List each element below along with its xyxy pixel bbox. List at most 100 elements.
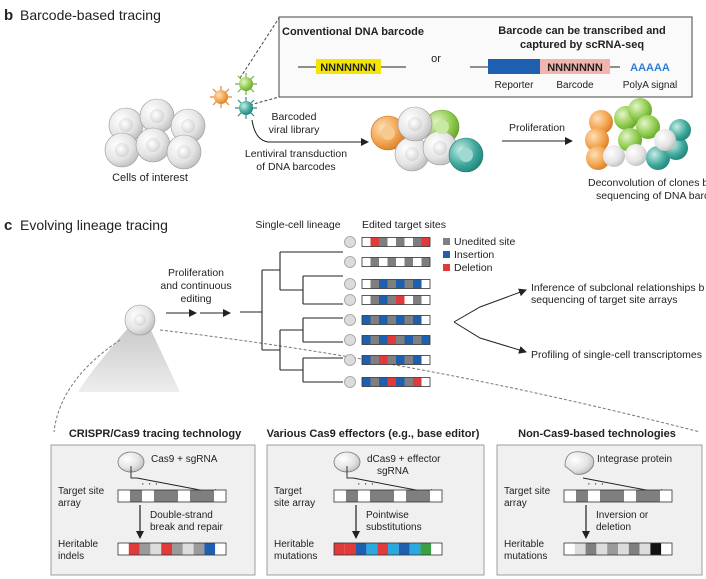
- target-site-array-outline: [361, 257, 431, 267]
- transduction-arrow: [251, 119, 369, 146]
- mutated-site: [574, 543, 586, 555]
- barcoded-cells-cluster: [370, 106, 484, 173]
- barcode-label: Barcode: [556, 80, 594, 91]
- protein-label-line2: sgRNA: [377, 466, 409, 477]
- target-site-array-outline: [361, 237, 431, 247]
- input-target-site-array: [563, 489, 673, 503]
- mutated-site: [628, 543, 640, 555]
- inference-arrow: [453, 288, 527, 323]
- polya-label: PolyA signal: [623, 80, 677, 91]
- target-site-cell: [396, 335, 405, 345]
- panel-c-letter: c: [4, 217, 12, 234]
- subpanel-1-title: CRISPR/Cas9 tracing technology: [69, 428, 242, 440]
- target-site-cell: [387, 335, 396, 345]
- output-array-outline: [117, 542, 227, 556]
- array-label-line2: site array: [274, 498, 315, 509]
- outcome-label-line2: mutations: [504, 551, 547, 562]
- subpanel-content: Cas9 + sgRNA· · ·Target sitearrayDouble-…: [58, 451, 673, 562]
- panel-b-title: Barcode-based tracing: [20, 7, 161, 23]
- target-site-cell: [362, 335, 371, 345]
- protein-label-line1: Cas9 + sgRNA: [151, 454, 218, 465]
- mutated-site: [398, 543, 410, 555]
- mutated-site: [420, 543, 432, 555]
- mutated-site: [388, 543, 399, 555]
- array-site: [394, 490, 406, 502]
- array-site: [214, 490, 226, 502]
- target-site-cell: [413, 279, 422, 289]
- mutated-site: [215, 543, 226, 555]
- target-site-array-outline: [361, 335, 431, 345]
- target-site-array-row: [361, 355, 431, 365]
- virus-orange-icon: [210, 86, 232, 108]
- mutated-site: [366, 543, 378, 555]
- inset-dashed-line-top: [239, 17, 280, 79]
- array-site: [430, 490, 442, 502]
- array-site: [624, 490, 636, 502]
- target-site-cell: [396, 315, 405, 325]
- target-site-array-outline: [361, 279, 431, 289]
- mutated-site: [585, 543, 597, 555]
- proliferated-clones-cluster: [585, 98, 691, 170]
- input-target-site-array: [333, 489, 443, 503]
- conventional-barcode-seq: NNNNNNN: [320, 62, 376, 74]
- target-site-cell: [396, 257, 405, 267]
- target-site-cell: [413, 257, 422, 267]
- target-site-cell: [387, 257, 396, 267]
- legend-swatch-insertion: [443, 251, 450, 258]
- target-site-array-row: [361, 295, 431, 305]
- mutated-site: [431, 543, 442, 555]
- deconvolution-label-line2: sequencing of DNA barcodes: [596, 190, 706, 202]
- cells-of-interest-label: Cells of interest: [112, 172, 188, 184]
- inference-label-line2: sequencing of target site arrays: [531, 294, 678, 306]
- mutated-site: [650, 543, 662, 555]
- legend-label-insertion: Insertion: [454, 249, 494, 261]
- target-site-cell: [387, 279, 396, 289]
- array-site: [166, 490, 178, 502]
- target-site-cell: [413, 295, 422, 305]
- target-site-cell: [404, 295, 413, 305]
- target-site-array-row: [361, 335, 431, 345]
- leaf-cell: [344, 334, 356, 346]
- leaf-cell: [344, 278, 356, 290]
- sgrna-icon: [130, 466, 137, 479]
- array-site: [202, 490, 214, 502]
- target-site-cell: [387, 295, 396, 305]
- target-site-cell: [421, 257, 430, 267]
- mutated-site: [344, 543, 356, 555]
- mutated-target-site-array: [563, 542, 673, 556]
- array-site: [648, 490, 660, 502]
- target-site-cell: [396, 237, 405, 247]
- ellipsis-dots: · · ·: [587, 478, 604, 490]
- leaf-cell: [344, 294, 356, 306]
- outcome-label-line1: Heritable: [504, 539, 544, 550]
- array-site: [612, 490, 624, 502]
- target-site-cell: [362, 315, 371, 325]
- transcribed-label-line2: captured by scRNA-seq: [520, 39, 644, 51]
- viral-label-line2: viral library: [269, 124, 321, 136]
- target-site-cell: [413, 355, 422, 365]
- mutated-target-site-array: [333, 542, 443, 556]
- cone-shading: [78, 328, 180, 392]
- array-site: [576, 490, 588, 502]
- mutated-site: [334, 543, 345, 555]
- ellipsis-dots: · · ·: [357, 478, 374, 490]
- profiling-arrow: [453, 321, 527, 354]
- input-array-outline: [117, 489, 227, 503]
- target-site-cell: [370, 377, 379, 387]
- target-site-cell: [387, 355, 396, 365]
- target-site-cell: [413, 335, 422, 345]
- target-site-cell: [379, 237, 388, 247]
- mutated-site: [150, 543, 162, 555]
- array-site: [178, 490, 190, 502]
- array-site: [154, 490, 166, 502]
- target-site-cell: [379, 257, 388, 267]
- leaf-cell: [344, 256, 356, 268]
- sgrna-icon: [346, 466, 353, 479]
- target-site-cell: [379, 335, 388, 345]
- target-site-cell: [396, 377, 405, 387]
- ellipsis-dots: · · ·: [141, 478, 158, 490]
- target-site-cell: [370, 279, 379, 289]
- target-site-array-row: [361, 257, 431, 267]
